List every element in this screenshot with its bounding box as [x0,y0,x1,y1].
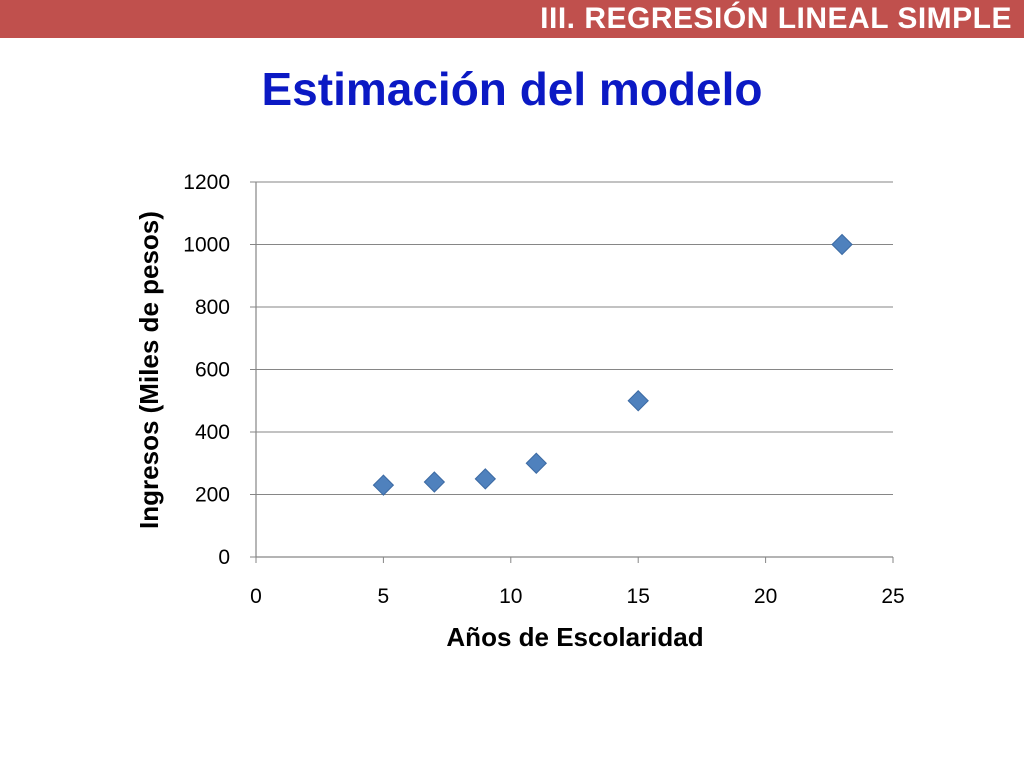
y-tick-label: 0 [218,546,230,569]
y-tick-label: 600 [195,359,230,382]
data-point [372,474,395,496]
y-tick-label: 1000 [183,234,230,257]
x-axis-title: Años de Escolaridad [446,622,703,652]
data-point [474,468,497,490]
tick-labels: 0 200 400 600 800 1000 1200 0 5 10 15 20 25 [183,171,904,608]
x-tick-label: 15 [627,585,650,608]
x-tick-label: 10 [499,585,522,608]
y-tick-label: 800 [195,296,230,319]
data-point [627,390,649,412]
y-axis-title: Ingresos (Miles de pesos) [134,211,164,529]
y-tick-label: 400 [195,421,230,444]
data-point [423,471,446,493]
data-points [372,233,853,496]
axes [250,181,894,563]
x-tick-label: 0 [250,585,262,608]
data-point [831,233,853,256]
x-tick-label: 20 [754,585,777,608]
section-title: III. REGRESIÓN LINEAL SIMPLE [540,2,1012,35]
data-point [525,452,547,474]
x-tick-label: 5 [378,585,390,608]
y-tick-label: 200 [195,484,230,507]
x-tick-label: 25 [881,585,904,608]
y-tick-label: 1200 [183,171,230,194]
section-header-bar: III. REGRESIÓN LINEAL SIMPLE [0,0,1024,38]
gridlines [256,181,893,495]
slide-title: Estimación del modelo [261,63,763,115]
